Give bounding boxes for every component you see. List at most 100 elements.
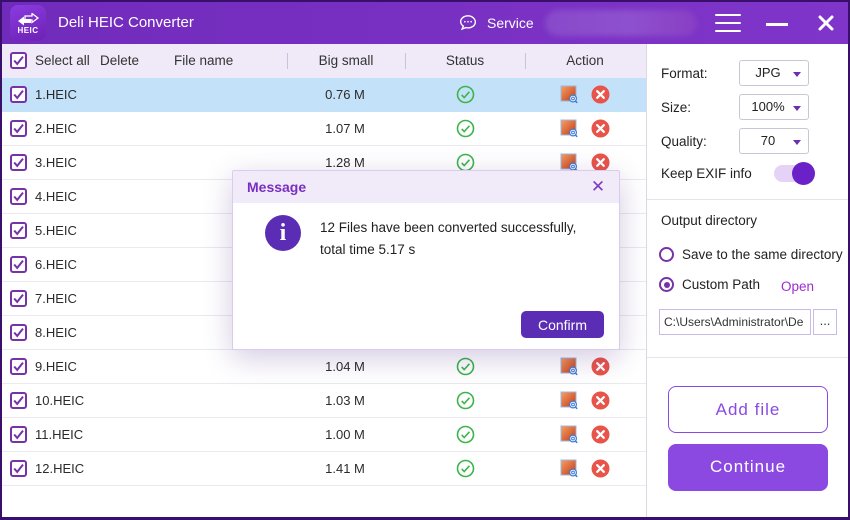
minimize-button[interactable] [764, 12, 790, 34]
file-size: 1.07 M [325, 121, 365, 136]
info-circle-icon: i [265, 215, 301, 251]
row-checkbox[interactable] [10, 392, 27, 409]
status-success-icon [405, 425, 525, 447]
delete-header[interactable]: Delete [100, 53, 140, 68]
status-success-icon [405, 119, 525, 141]
delete-file-icon[interactable] [591, 119, 610, 138]
delete-file-icon[interactable] [591, 357, 610, 376]
status-success-icon [405, 459, 525, 481]
row-checkbox[interactable] [10, 460, 27, 477]
file-name: 5.HEIC [35, 223, 77, 238]
format-value: JPG [755, 65, 781, 80]
quality-select[interactable]: 70 [739, 128, 809, 154]
select-all-checkbox[interactable] [10, 52, 27, 69]
file-name: 3.HEIC [35, 155, 77, 170]
file-name: 4.HEIC [35, 189, 77, 204]
exif-toggle[interactable] [774, 162, 815, 185]
action-header: Action [566, 53, 604, 68]
preview-image-icon[interactable] [560, 391, 579, 410]
row-actions [525, 425, 645, 444]
file-size: 1.04 M [325, 359, 365, 374]
row-checkbox[interactable] [10, 256, 27, 273]
check-icon [13, 463, 24, 474]
file-name: 8.HEIC [35, 325, 77, 340]
table-row: 12.HEIC 1.41 M [2, 452, 646, 486]
radio-same-directory[interactable]: Save to the same directory [659, 247, 843, 262]
row-checkbox[interactable] [10, 188, 27, 205]
row-checkbox[interactable] [10, 358, 27, 375]
close-icon [818, 15, 834, 31]
radio-custom-path[interactable]: Custom Path [659, 277, 760, 292]
header-divider [405, 53, 406, 69]
delete-file-icon[interactable] [591, 391, 610, 410]
row-checkbox[interactable] [10, 154, 27, 171]
hamburger-menu-icon[interactable] [715, 14, 743, 32]
browse-button[interactable]: ... [813, 309, 837, 335]
check-icon [13, 361, 24, 372]
row-checkbox[interactable] [10, 324, 27, 341]
preview-image-icon[interactable] [560, 459, 579, 478]
table-row: 1.HEIC 0.76 M [2, 78, 646, 112]
row-checkbox[interactable] [10, 120, 27, 137]
table-row: 9.HEIC 1.04 M [2, 350, 646, 384]
size-label: Size: [661, 100, 692, 115]
delete-file-icon[interactable] [591, 153, 610, 172]
check-icon [13, 259, 24, 270]
quality-label: Quality: [661, 134, 707, 149]
status-success-icon [405, 85, 525, 107]
check-icon [13, 395, 24, 406]
service-label: Service [487, 15, 534, 31]
delete-file-icon[interactable] [591, 459, 610, 478]
file-size: 0.76 M [325, 87, 365, 102]
preview-image-icon[interactable] [560, 425, 579, 444]
app-logo: HEIC [10, 5, 46, 41]
preview-image-icon[interactable] [560, 357, 579, 376]
close-button[interactable] [812, 11, 840, 35]
format-select[interactable]: JPG [739, 60, 809, 86]
status-header: Status [445, 53, 485, 68]
select-all-label[interactable]: Select all [35, 53, 90, 68]
quality-value: 70 [760, 133, 776, 148]
delete-file-icon[interactable] [591, 85, 610, 104]
row-actions [525, 85, 645, 104]
file-name: 1.HEIC [35, 87, 77, 102]
dialog-header: Message ✕ [233, 171, 619, 203]
check-icon [13, 123, 24, 134]
chevron-down-icon [793, 72, 801, 77]
delete-file-icon[interactable] [591, 425, 610, 444]
preview-image-icon[interactable] [560, 119, 579, 138]
radio-icon [659, 247, 674, 262]
file-name: 12.HEIC [35, 461, 85, 476]
row-checkbox[interactable] [10, 290, 27, 307]
check-icon [13, 293, 24, 304]
check-icon [13, 327, 24, 338]
row-checkbox[interactable] [10, 86, 27, 103]
size-select[interactable]: 100% [739, 94, 809, 120]
file-name: 2.HEIC [35, 121, 77, 136]
service-button[interactable]: Service [457, 2, 534, 44]
add-file-button[interactable]: Add file [668, 386, 828, 433]
row-checkbox[interactable] [10, 426, 27, 443]
toggle-knob [792, 162, 815, 185]
row-actions [525, 459, 645, 478]
chevron-down-icon [793, 140, 801, 145]
main-area: Select all Delete File name Big small St… [2, 44, 848, 517]
radio-selected-icon [659, 277, 674, 292]
dialog-message: 12 Files have been converted successfull… [320, 220, 577, 257]
file-name: 9.HEIC [35, 359, 77, 374]
exif-label: Keep EXIF info [661, 166, 752, 181]
heic-convert-arrows-icon [18, 13, 40, 26]
row-checkbox[interactable] [10, 222, 27, 239]
preview-image-icon[interactable] [560, 85, 579, 104]
open-link[interactable]: Open [781, 279, 815, 294]
preview-image-icon[interactable] [560, 153, 579, 172]
header-divider [525, 53, 526, 69]
minimize-icon [766, 23, 788, 26]
table-header: Select all Delete File name Big small St… [2, 44, 646, 78]
check-icon [13, 429, 24, 440]
output-path-input[interactable]: C:\Users\Administrator\De [659, 309, 811, 335]
dialog-close-icon[interactable]: ✕ [590, 177, 606, 196]
continue-button[interactable]: Continue [668, 444, 828, 491]
check-icon [13, 55, 24, 66]
confirm-button[interactable]: Confirm [520, 311, 604, 338]
